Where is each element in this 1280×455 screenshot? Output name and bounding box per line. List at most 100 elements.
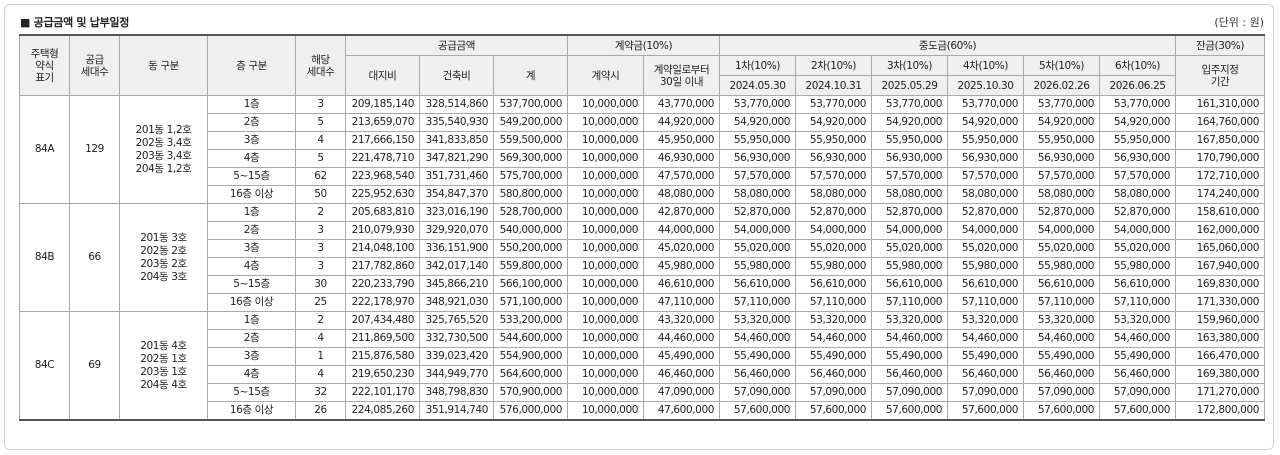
total-price-cell: 571,100,000 xyxy=(492,293,569,312)
dong-line: 201동 3호 xyxy=(140,231,187,244)
deposit-contract-cell: 10,000,000 xyxy=(567,221,645,240)
col-supply-units: 공급 세대수 xyxy=(69,34,120,96)
col-installment-6-label: 6차(10%) xyxy=(1099,55,1177,76)
col-building: 건축비 xyxy=(419,55,494,96)
deposit-contract-cell: 10,000,000 xyxy=(567,311,645,330)
deposit-contract-cell: 10,000,000 xyxy=(567,113,645,132)
col-type: 주택형 약식 표기 xyxy=(19,34,70,96)
installment-4-cell: 52,870,000 xyxy=(947,203,1025,222)
units-cell: 4 xyxy=(295,365,346,384)
installment-2-cell: 57,110,000 xyxy=(795,293,873,312)
installment-5-cell: 53,320,000 xyxy=(1023,311,1101,330)
col-units-line: 해당 xyxy=(311,53,330,66)
installment-4-cell: 57,110,000 xyxy=(947,293,1025,312)
col-balance-period-line: 입주지정 xyxy=(1201,63,1239,76)
units-cell: 62 xyxy=(295,167,346,186)
table-row: 84A 129 201동 1,2호 202동 3,4호 203동 3,4호 204동 1,… xyxy=(19,95,1266,204)
col-floor: 층 구분 xyxy=(207,34,296,96)
deposit-contract-cell: 10,000,000 xyxy=(567,131,645,150)
units-cell: 30 xyxy=(295,275,346,294)
total-price-cell: 540,000,000 xyxy=(492,221,569,240)
installment-6-cell: 53,770,000 xyxy=(1099,95,1177,114)
deposit-30days-cell: 47,570,000 xyxy=(643,167,721,186)
installment-4-cell: 54,920,000 xyxy=(947,113,1025,132)
total-price-cell: 570,900,000 xyxy=(492,383,569,402)
supply-units-cell: 66 xyxy=(69,203,120,312)
deposit-30days-cell: 45,490,000 xyxy=(643,347,721,366)
installment-2-cell: 56,460,000 xyxy=(795,365,873,384)
installment-2-cell: 56,610,000 xyxy=(795,275,873,294)
dong-line: 204동 1,2호 xyxy=(135,162,192,175)
balance-cell: 164,760,000 xyxy=(1175,113,1266,132)
installment-1-cell: 55,020,000 xyxy=(719,239,797,258)
building-price-cell: 345,866,210 xyxy=(419,275,494,294)
installment-1-cell: 55,980,000 xyxy=(719,257,797,276)
land-price-cell: 205,683,810 xyxy=(345,203,420,222)
land-price-cell: 217,666,150 xyxy=(345,131,420,150)
building-price-cell: 341,833,850 xyxy=(419,131,494,150)
deposit-contract-cell: 10,000,000 xyxy=(567,365,645,384)
col-deposit-30days: 계약일로부터 30일 이내 xyxy=(643,55,721,96)
title-row: ■ 공급금액 및 납부일정 (단위 : 원) xyxy=(20,14,1264,32)
deposit-30days-cell: 47,110,000 xyxy=(643,293,721,312)
dong-cell: 201동 3호 202동 2호 203동 2호 204동 3호 xyxy=(119,203,208,312)
building-price-cell: 323,016,190 xyxy=(419,203,494,222)
installment-6-cell: 57,570,000 xyxy=(1099,167,1177,186)
deposit-30days-cell: 45,020,000 xyxy=(643,239,721,258)
dong-cell: 201동 4호 202동 1호 203동 1호 204동 4호 xyxy=(119,311,208,421)
table-row: 16층 이상 26 224,085,260 351,914,740 576,000,00… xyxy=(20,401,1266,421)
installment-3-cell: 54,460,000 xyxy=(871,329,949,348)
dong-line: 204동 3호 xyxy=(140,270,187,283)
units-cell: 2 xyxy=(295,203,346,222)
col-total: 계 xyxy=(492,55,569,96)
installment-1-cell: 57,600,000 xyxy=(719,401,797,421)
table-row: 2층 3 210,079,930 329,920,070 540,000,000 10,0… xyxy=(20,221,1266,240)
floor-cell: 1층 xyxy=(207,203,296,222)
balance-cell: 171,330,000 xyxy=(1175,293,1266,312)
installment-3-cell: 54,920,000 xyxy=(871,113,949,132)
col-deposit: 계약금(10%) xyxy=(567,34,721,56)
units-cell: 5 xyxy=(295,149,346,168)
installment-2-cell: 55,950,000 xyxy=(795,131,873,150)
balance-cell: 167,940,000 xyxy=(1175,257,1266,276)
building-price-cell: 347,821,290 xyxy=(419,149,494,168)
units-cell: 50 xyxy=(295,185,346,204)
balance-cell: 167,850,000 xyxy=(1175,131,1266,150)
floor-cell: 4층 xyxy=(207,365,296,384)
col-deposit-30days-line: 30일 이내 xyxy=(659,75,704,88)
balance-cell: 169,380,000 xyxy=(1175,365,1266,384)
table-row: 84C 69 201동 4호 202동 1호 203동 1호 204동 4호 1층 2 207,… xyxy=(19,311,1266,421)
total-price-cell: 569,300,000 xyxy=(492,149,569,168)
deposit-30days-cell: 43,770,000 xyxy=(643,95,721,114)
building-price-cell: 348,798,830 xyxy=(419,383,494,402)
building-price-cell: 325,765,520 xyxy=(419,311,494,330)
installment-1-cell: 57,110,000 xyxy=(719,293,797,312)
table-row: 4층 4 219,650,230 344,949,770 564,600,000 10,0… xyxy=(20,365,1266,384)
building-price-cell: 354,847,370 xyxy=(419,185,494,204)
floor-cell: 2층 xyxy=(207,329,296,348)
col-installment-5-label: 5차(10%) xyxy=(1023,55,1101,76)
installment-4-cell: 55,020,000 xyxy=(947,239,1025,258)
installment-3-cell: 57,090,000 xyxy=(871,383,949,402)
land-price-cell: 207,434,480 xyxy=(345,311,420,330)
total-price-cell: 549,200,000 xyxy=(492,113,569,132)
building-price-cell: 351,731,460 xyxy=(419,167,494,186)
units-cell: 3 xyxy=(295,239,346,258)
installment-5-cell: 56,460,000 xyxy=(1023,365,1101,384)
floor-cell: 1층 xyxy=(207,95,296,114)
col-installment-6-date: 2026.06.25 xyxy=(1099,75,1177,96)
installment-4-cell: 55,950,000 xyxy=(947,131,1025,150)
deposit-contract-cell: 10,000,000 xyxy=(567,257,645,276)
installment-1-cell: 53,770,000 xyxy=(719,95,797,114)
col-installment-4-date: 2025.10.30 xyxy=(947,75,1025,96)
deposit-30days-cell: 42,870,000 xyxy=(643,203,721,222)
installment-6-cell: 55,950,000 xyxy=(1099,131,1177,150)
installment-1-cell: 54,460,000 xyxy=(719,329,797,348)
installment-1-cell: 56,460,000 xyxy=(719,365,797,384)
installment-2-cell: 58,080,000 xyxy=(795,185,873,204)
installment-5-cell: 58,080,000 xyxy=(1023,185,1101,204)
installment-5-cell: 55,950,000 xyxy=(1023,131,1101,150)
floor-cell: 5~15층 xyxy=(207,167,296,186)
deposit-contract-cell: 10,000,000 xyxy=(567,401,645,421)
col-installment-3-date: 2025.05.29 xyxy=(871,75,949,96)
